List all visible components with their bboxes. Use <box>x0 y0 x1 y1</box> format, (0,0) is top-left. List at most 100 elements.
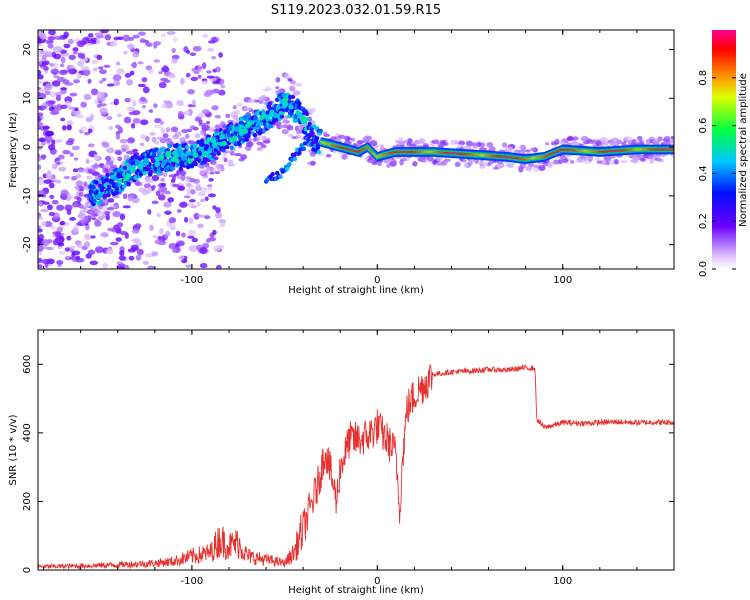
heatmap-cell <box>122 205 131 209</box>
heatmap-cell <box>323 131 328 136</box>
heatmap-cell <box>167 197 175 203</box>
heatmap-cell <box>185 150 191 156</box>
heatmap-cell <box>40 208 49 213</box>
heatmap-cell <box>143 183 151 188</box>
heatmap-cell <box>176 209 182 213</box>
heatmap-cell <box>127 137 136 144</box>
heatmap-cell <box>234 152 242 157</box>
heatmap-cell <box>41 258 51 265</box>
heatmap-cell <box>119 231 128 236</box>
heatmap-cell <box>153 59 160 63</box>
colorbar-tick-label: 0.6 <box>698 118 709 134</box>
heatmap-cell <box>431 139 440 145</box>
heatmap-cell <box>202 166 211 173</box>
colorbar-ticks: 0.0 0.2 0.4 0.6 0.8 <box>698 70 736 277</box>
heatmap-cell <box>83 181 88 187</box>
heatmap-cell <box>519 144 526 151</box>
spectrogram-ytick-label: 20 <box>22 43 33 56</box>
heatmap-cell <box>48 211 56 217</box>
heatmap-cell <box>78 192 84 197</box>
heatmap-cell <box>99 107 108 115</box>
heatmap-cell <box>66 120 74 126</box>
heatmap-cell <box>49 194 55 200</box>
heatmap-cell <box>59 250 66 255</box>
heatmap-cell <box>637 135 643 141</box>
heatmap-cell <box>38 37 42 44</box>
heatmap-cell <box>165 126 171 133</box>
heatmap-cell <box>529 147 536 152</box>
heatmap-cell <box>158 71 163 75</box>
heatmap-cell <box>297 101 302 106</box>
snr-panel: -100 0 100 0 200 400 600 Height of straight li… <box>8 329 675 596</box>
heatmap-cell <box>76 40 85 48</box>
heatmap-cell <box>256 147 263 151</box>
heatmap-cell <box>88 189 94 194</box>
heatmap-cell <box>639 157 646 161</box>
heatmap-cell <box>412 161 418 167</box>
heatmap-cell <box>196 139 201 145</box>
heatmap-cell <box>288 104 294 110</box>
heatmap-cell <box>139 119 149 126</box>
heatmap-cell <box>182 110 191 116</box>
heatmap-cell <box>38 155 42 162</box>
heatmap-cell <box>118 255 126 261</box>
heatmap-cell <box>55 94 62 102</box>
heatmap-cell <box>341 153 348 160</box>
heatmap-cell <box>99 163 105 167</box>
heatmap-cell <box>204 144 209 149</box>
heatmap-cell <box>246 121 252 127</box>
heatmap-cell <box>98 199 104 205</box>
heatmap-cell <box>116 61 121 66</box>
heatmap-cell <box>260 144 267 148</box>
heatmap-cell <box>156 136 163 140</box>
heatmap-cell <box>153 125 163 129</box>
heatmap-cell <box>565 142 572 146</box>
heatmap-cell <box>60 189 69 197</box>
heatmap-cell <box>38 112 44 117</box>
heatmap-cell <box>187 89 195 95</box>
heatmap-cell <box>121 148 127 152</box>
heatmap-cell <box>174 131 182 137</box>
heatmap-cell <box>208 40 215 44</box>
chart-title: S119.2023.032.01.59.R15 <box>271 3 441 18</box>
heatmap-cell <box>163 201 172 208</box>
heatmap-cell <box>525 165 533 172</box>
heatmap-cell <box>664 136 671 140</box>
heatmap-cell <box>325 153 332 158</box>
snr-ticks: -100 0 100 0 200 400 600 <box>22 330 675 587</box>
heatmap-cell <box>64 256 72 261</box>
heatmap-cell <box>73 157 79 161</box>
heatmap-cell <box>386 163 391 168</box>
heatmap-cell <box>144 253 153 258</box>
heatmap-cell <box>123 116 132 124</box>
heatmap-cell <box>215 135 221 140</box>
heatmap-cell <box>53 75 60 79</box>
heatmap-cell <box>58 166 67 172</box>
heatmap-cell <box>280 110 285 116</box>
heatmap-cell <box>156 213 162 218</box>
heatmap-cell <box>226 132 232 138</box>
heatmap-cell <box>139 142 145 147</box>
heatmap-cell <box>74 196 80 200</box>
heatmap-cell <box>90 235 96 239</box>
heatmap-cell <box>188 245 198 253</box>
heatmap-cell <box>305 116 310 122</box>
heatmap-cell <box>307 133 312 139</box>
heatmap-cell <box>100 30 109 34</box>
heatmap-cell <box>61 125 67 131</box>
heatmap-cell <box>318 128 323 134</box>
heatmap-cell <box>92 198 97 204</box>
heatmap-cell <box>279 99 285 105</box>
heatmap-cell <box>66 124 72 131</box>
heatmap-cell <box>106 83 115 87</box>
heatmap-cell <box>125 79 134 86</box>
heatmap-cell <box>72 226 79 233</box>
heatmap-cell <box>208 127 215 132</box>
heatmap-cell <box>157 194 166 201</box>
heatmap-cell <box>214 124 222 130</box>
heatmap-cell <box>106 207 115 211</box>
heatmap-cell <box>69 217 77 221</box>
heatmap-cell <box>192 45 202 52</box>
heatmap-cell <box>135 241 143 247</box>
